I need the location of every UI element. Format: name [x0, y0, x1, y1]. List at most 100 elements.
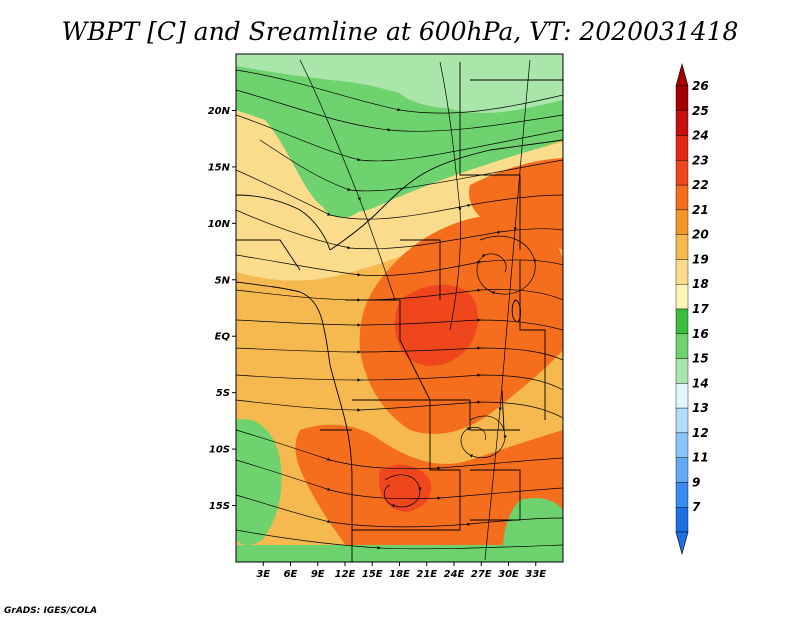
- streamline: [236, 89, 563, 132]
- lon-tick-label: 33E: [525, 569, 546, 580]
- streamline: [236, 209, 563, 250]
- streamline: [236, 169, 563, 220]
- lat-tick-label: 5N: [215, 275, 231, 286]
- streamline: [236, 529, 563, 550]
- border: [236, 194, 331, 251]
- colorbar-bottom-tip: [675, 531, 689, 556]
- lon-tick-label: 27E: [471, 569, 492, 580]
- colorbar-label: 14: [692, 376, 709, 390]
- colorbar-label: 17: [692, 302, 709, 316]
- lat-tick-label: EQ: [215, 332, 231, 343]
- lon-tick-label: 21E: [416, 569, 437, 580]
- colorbar: 26 25 24 23 22 21 20 19 18 17 16 15 14 13 12 11 9 7: [675, 62, 709, 556]
- colorbar-label: 22: [692, 178, 709, 192]
- streamline-vortex: [460, 415, 507, 459]
- streamline: [439, 61, 462, 331]
- colorbar-label: 26: [692, 79, 709, 93]
- colorbar-label: 23: [692, 153, 709, 167]
- colorbar-label: 24: [692, 129, 709, 143]
- lon-tick-label: 24E: [444, 569, 465, 580]
- lat-tick-label: 5S: [216, 388, 230, 399]
- border: [519, 260, 546, 420]
- map-panel: 20N 15N 10N 5N EQ 5S 10S 15S 3E 6E 9E 12E 15E 18E 21E…: [208, 53, 564, 580]
- border: [352, 399, 461, 531]
- field-region-east-orange: [469, 158, 563, 250]
- colorbar-label: 13: [692, 401, 709, 415]
- streamlines: [236, 59, 563, 561]
- streamline: [299, 59, 396, 301]
- lake: [511, 299, 522, 323]
- latitude-axis: 20N 15N 10N 5N EQ 5S 10S 15S: [208, 106, 236, 512]
- lon-tick-label: 15E: [362, 569, 383, 580]
- credit-text: GrADS: IGES/COLA: [4, 606, 97, 616]
- colorbar-swatch: [675, 432, 689, 458]
- streamline: [484, 59, 531, 561]
- colorbar-swatch: [675, 333, 689, 359]
- colorbar-swatch: [675, 135, 689, 161]
- colorbar-swatch: [675, 85, 689, 111]
- lat-tick-label: 15N: [208, 162, 231, 173]
- streamline: [236, 318, 563, 331]
- colorbar-label: 15: [692, 352, 709, 366]
- colorbar-swatch: [675, 407, 689, 434]
- streamline: [236, 429, 563, 470]
- colorbar-label: 18: [692, 277, 709, 291]
- colorbar-swatch: [675, 308, 689, 334]
- colorbar-top-tip: [675, 62, 689, 87]
- lat-tick-label: 10S: [209, 445, 230, 456]
- lat-tick-label: 20N: [208, 106, 231, 117]
- streamline: [236, 373, 563, 391]
- colorbar-label: 12: [692, 426, 709, 440]
- field-region-sahara-green: [388, 69, 480, 109]
- streamline: [236, 69, 563, 114]
- border: [236, 239, 301, 271]
- lat-tick-label: 15S: [209, 501, 230, 512]
- country-borders: [236, 62, 563, 562]
- colorbar-swatch: [675, 160, 689, 186]
- colorbar-label: 19: [692, 252, 709, 266]
- colorbar-swatch: [675, 457, 689, 483]
- longitude-axis: 3E 6E 9E 12E 15E 18E 21E 24E 27E 30E 33E: [256, 562, 546, 580]
- field-region-s-green: [236, 545, 563, 562]
- lon-tick-label: 18E: [389, 569, 410, 580]
- colorbar-label: 25: [692, 104, 709, 118]
- streamline: [236, 346, 563, 361]
- colorbar-swatch: [675, 110, 689, 136]
- colorbar-swatch: [675, 482, 689, 508]
- colorbar-label: 21: [692, 203, 709, 217]
- lon-tick-label: 12E: [335, 569, 356, 580]
- lake: [501, 389, 505, 431]
- field-region-sahel-yellow: [236, 110, 563, 281]
- lon-tick-label: 6E: [284, 569, 298, 580]
- lon-tick-label: 30E: [498, 569, 519, 580]
- border: [459, 62, 521, 250]
- streamline: [236, 399, 563, 419]
- border: [345, 299, 520, 431]
- border: [329, 139, 563, 251]
- streamline-vortex: [383, 474, 422, 508]
- border: [400, 239, 441, 300]
- colorbar-swatch: [675, 507, 689, 533]
- colorbar-swatch: [675, 184, 689, 211]
- colorbar-swatch: [675, 209, 689, 235]
- lon-tick-label: 3E: [256, 569, 270, 580]
- map-title: WBPT [C] and Sreamline at 600hPa, VT: 20…: [62, 17, 739, 46]
- border: [470, 469, 521, 521]
- colorbar-label: 11: [692, 451, 709, 465]
- streamline: [236, 114, 563, 162]
- field-region-se-green: [503, 498, 563, 562]
- colorbar-swatch: [675, 259, 689, 285]
- colorbar-label: 7: [692, 500, 701, 514]
- colorbar-label: 16: [692, 327, 709, 341]
- field-region-sw-green: [236, 419, 282, 545]
- colorbar-swatch: [675, 358, 689, 384]
- lon-tick-label: 9E: [311, 569, 325, 580]
- colorbar-label: 9: [692, 475, 700, 489]
- colorbar-label: 20: [692, 228, 709, 242]
- colorbar-swatch: [675, 284, 689, 310]
- streamline-vortex: [476, 235, 537, 295]
- lat-tick-label: 10N: [208, 219, 231, 230]
- colorbar-swatch: [675, 234, 689, 260]
- coastline: [236, 281, 353, 562]
